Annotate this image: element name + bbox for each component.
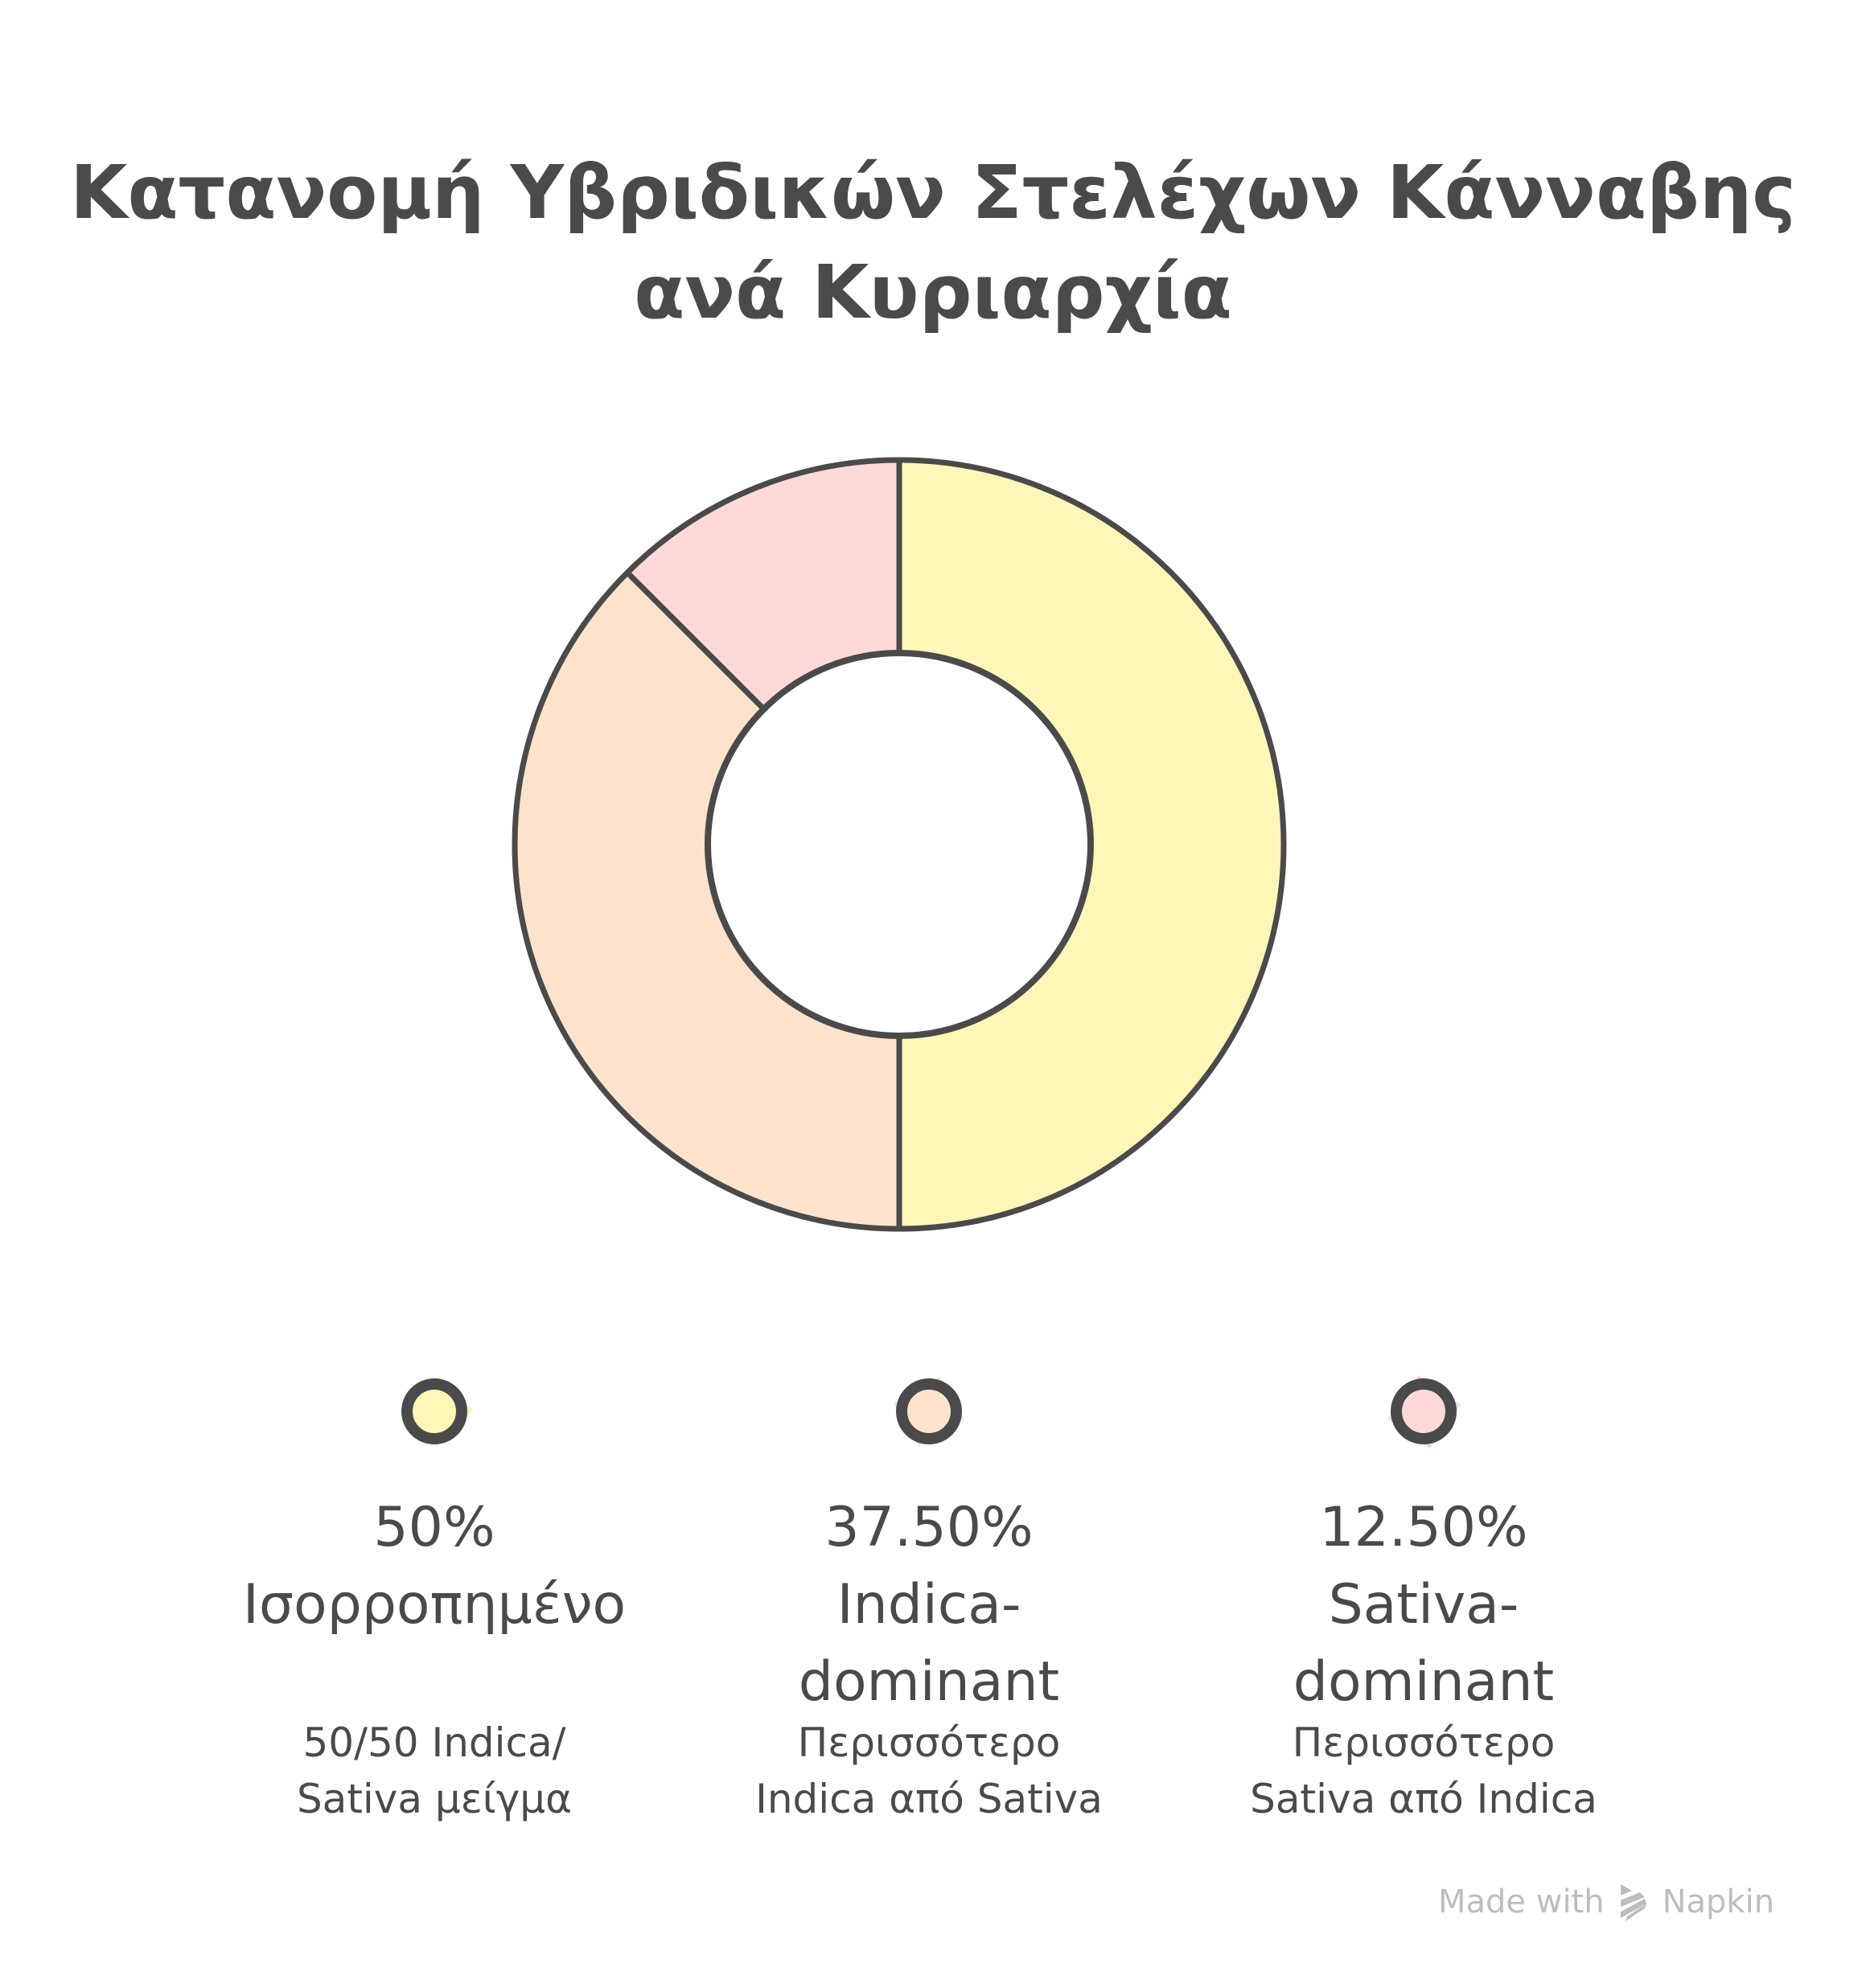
legend-label: Indica- dominant — [798, 1573, 1060, 1714]
napkin-watermark: Made with Napkin — [1438, 1882, 1774, 1922]
donut-segment-3 — [627, 460, 899, 709]
legend-label: Sativa- dominant — [1293, 1573, 1555, 1714]
legend-marker-indica-dominant — [885, 1367, 973, 1456]
napkin-logo-icon — [1620, 1884, 1646, 1921]
circle-marker-icon — [1387, 1375, 1461, 1448]
legend-value: 12.50% — [1319, 1496, 1528, 1559]
legend-item-sativa-dominant: 12.50% Sativa- dominant Περισσότερο Sati… — [1182, 1367, 1665, 1822]
segment-divider — [625, 570, 767, 712]
legend-description: Περισσότερο Sativa από Indica — [1250, 1719, 1597, 1822]
chart-title-line-1: Κατανομή Υβριδικών Στελέχων Κάνναβης — [70, 150, 1796, 236]
circle-marker-icon — [893, 1376, 965, 1447]
watermark-brand: Napkin — [1662, 1883, 1775, 1920]
donut-segment-2 — [515, 573, 899, 1229]
watermark-prefix: Made with — [1438, 1883, 1605, 1920]
legend-description: 50/50 Indica/ Sativa μείγμα — [296, 1719, 573, 1822]
legend-description: Περισσότερο Indica από Sativa — [755, 1719, 1103, 1822]
donut-outer-ring — [512, 457, 1287, 1232]
donut-chart — [499, 450, 1303, 1255]
legend-item-indica-dominant: 37.50% Indica- dominant Περισσότερο Indi… — [688, 1367, 1170, 1822]
legend-marker-sativa-dominant — [1379, 1367, 1468, 1456]
legend-value: 50% — [373, 1496, 495, 1559]
chart-title: Κατανομή Υβριδικών Στελέχων Κάνναβης ανά… — [0, 143, 1866, 343]
legend-marker-balanced — [390, 1367, 479, 1456]
legend-item-balanced: 50% Ισορροπημένο 50/50 Indica/ Sativa με… — [193, 1367, 676, 1822]
chart-title-line-2: ανά Κυριαρχία — [634, 249, 1232, 335]
donut-chart-svg — [512, 457, 1287, 1232]
donut-inner-ring — [705, 650, 1094, 1039]
legend-value: 37.50% — [824, 1496, 1034, 1559]
circle-marker-icon — [401, 1376, 474, 1447]
legend: 50% Ισορροπημένο 50/50 Indica/ Sativa με… — [0, 1367, 1866, 1850]
legend-label: Ισορροπημένο — [242, 1573, 627, 1637]
